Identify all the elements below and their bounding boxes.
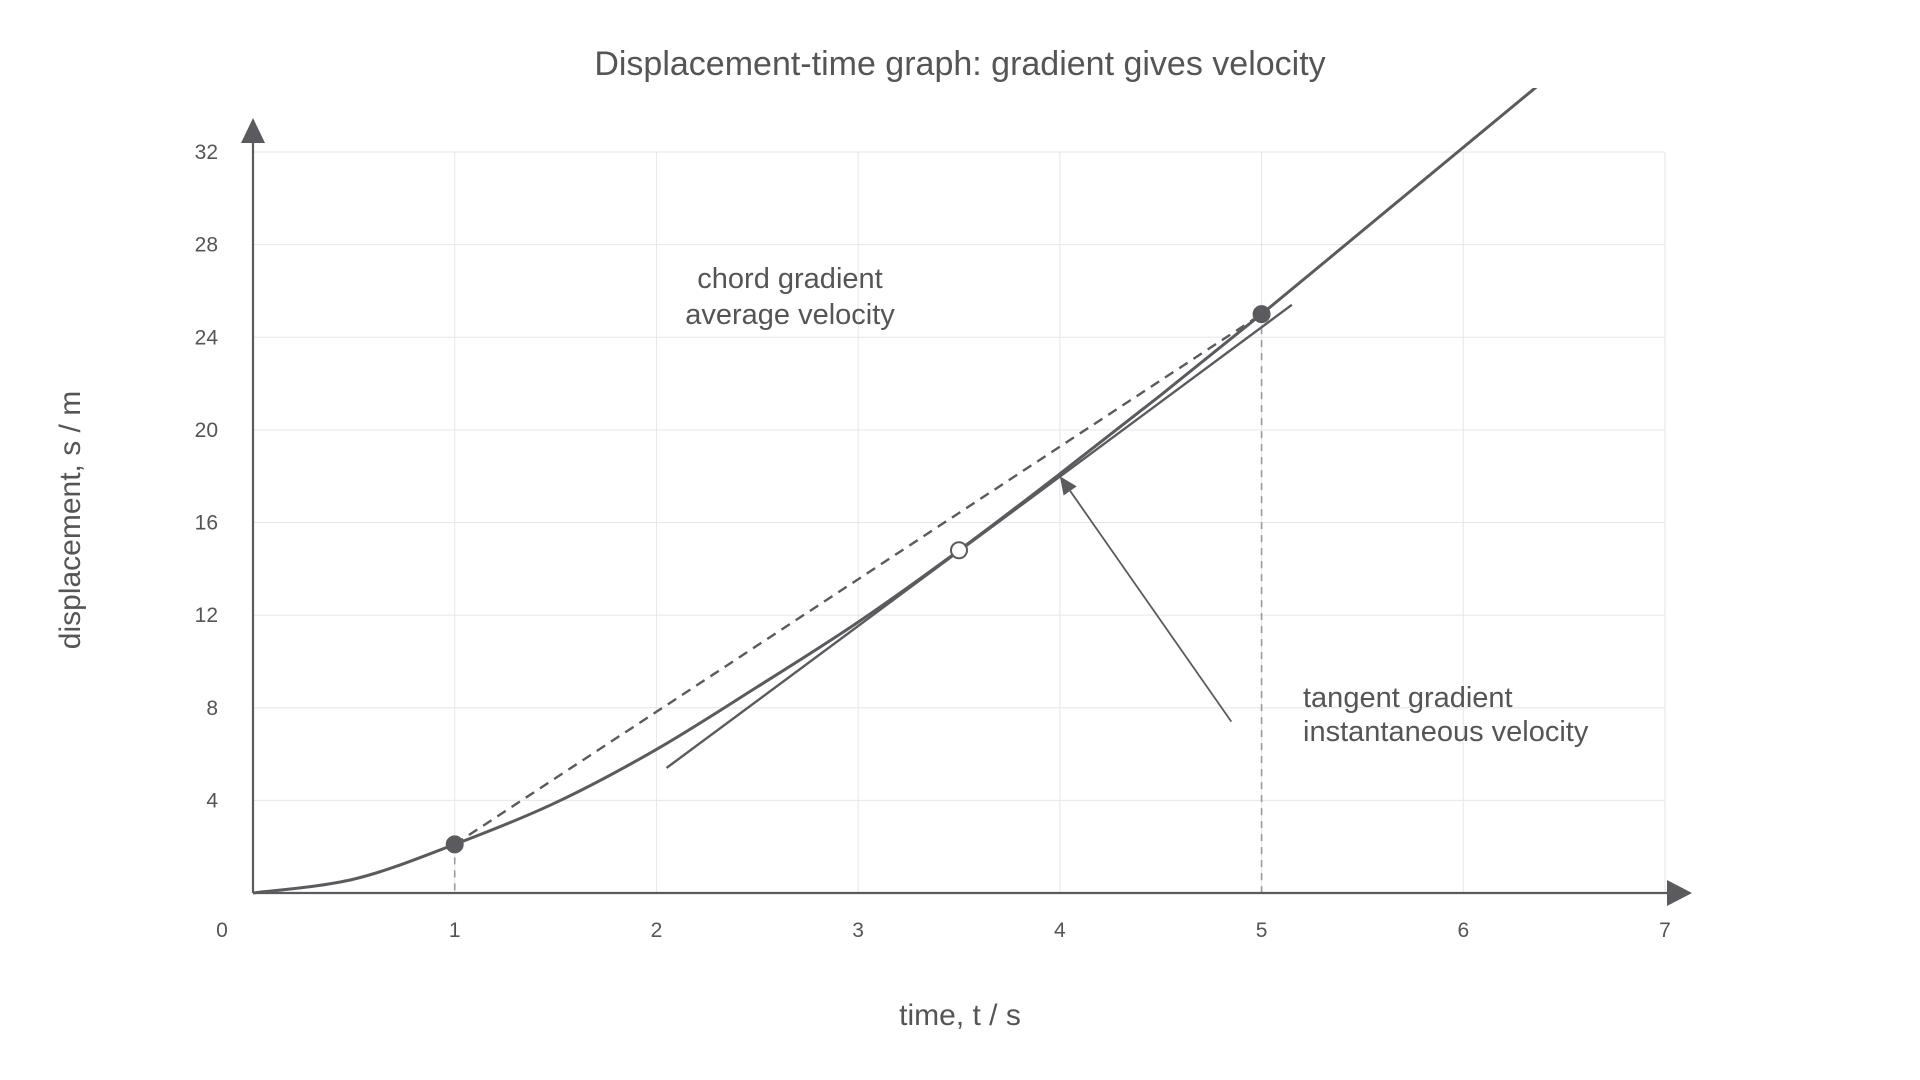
x-axis-arrow-icon [1667, 880, 1692, 906]
displacement-curve [252, 88, 1538, 895]
y-tick-label: 24 [195, 326, 219, 349]
data-point [1252, 305, 1271, 324]
pointer-line [1069, 490, 1233, 723]
x-tick-label: 7 [1659, 919, 1671, 942]
y-axis-label: displacement, s / m [54, 391, 87, 649]
y-axis-arrow-icon [241, 118, 265, 143]
tangent-point [950, 541, 968, 560]
gridlines [253, 151, 1666, 893]
tangent-line [665, 303, 1293, 769]
y-tick-label: 4 [206, 789, 218, 812]
x-axis-label: time, t / s [899, 999, 1021, 1032]
data-point [445, 835, 464, 854]
y-tick-label: 28 [195, 234, 218, 257]
tangent-annotation-line: instantaneous velocity [1303, 716, 1589, 748]
plot-data [252, 88, 1538, 895]
chart-title: Displacement-time graph: gradient gives … [594, 45, 1325, 83]
y-tick-label: 20 [195, 419, 218, 442]
x-tick-label: 1 [449, 919, 461, 942]
x-tick-label: 5 [1256, 919, 1268, 942]
tangent-annotation-line: tangent gradient [1303, 682, 1513, 714]
y-tick-label: 32 [195, 141, 218, 164]
axes [241, 118, 1692, 906]
x-tick-label: 0 [216, 919, 228, 942]
y-tick-label: 8 [206, 697, 218, 720]
x-tick-label: 4 [1054, 919, 1066, 942]
x-tick-label: 6 [1457, 919, 1469, 942]
x-tick-label: 2 [651, 919, 663, 942]
chord-annotation-line: chord gradient [697, 263, 882, 295]
x-tick-label: 3 [852, 919, 864, 942]
chord-line [454, 313, 1263, 846]
annotations: chord gradient average velocity tangent gr… [685, 263, 1589, 748]
y-tick-label: 12 [195, 604, 218, 627]
chord-annotation-line: average velocity [685, 299, 895, 331]
y-tick-label: 16 [195, 512, 218, 535]
pointer-arrowhead-icon [1059, 476, 1077, 496]
